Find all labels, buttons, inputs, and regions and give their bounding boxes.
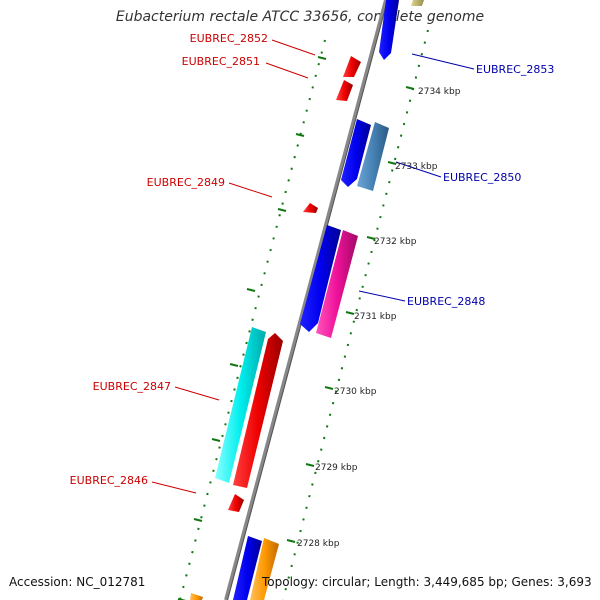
major-tick xyxy=(317,56,327,60)
major-tick xyxy=(177,598,187,600)
gene-label-eubrec-2851[interactable]: EUBREC_2851 xyxy=(182,55,260,68)
scale-label-2734: 2734 kbp xyxy=(418,87,461,97)
gene-bottom-left-orange xyxy=(190,593,203,600)
gene-label-eubrec-2853[interactable]: EUBREC_2853 xyxy=(476,63,554,76)
leader-eubrec-2853 xyxy=(411,53,475,70)
gene-eubrec-2853-arrow xyxy=(379,0,399,60)
gene-eubrec-2848-arrow xyxy=(300,225,341,332)
gene-eubrec-2851-arrow xyxy=(336,80,353,101)
inner-tick-track xyxy=(179,39,326,600)
major-tick xyxy=(295,133,305,137)
major-ticks xyxy=(177,56,415,600)
gene-bottom-blue-arrow xyxy=(233,536,262,600)
topology-text: Topology: circular; Length: 3,449,685 bp… xyxy=(262,575,592,589)
scale-label-2730: 2730 kbp xyxy=(334,387,377,397)
gene-eubrec-2847-arrow xyxy=(233,333,283,488)
major-tick xyxy=(366,236,376,240)
gene-eubrec-2850-block xyxy=(357,122,389,191)
leader-eubrec-2846 xyxy=(151,481,197,494)
major-tick xyxy=(286,539,296,543)
accession-text: Accession: NC_012781 xyxy=(9,575,146,589)
gene-eubrec-2847-block xyxy=(215,327,266,483)
gene-top-olive-block xyxy=(411,0,424,6)
leader-eubrec-2850 xyxy=(395,161,442,178)
scale-label-2729: 2729 kbp xyxy=(315,463,358,473)
leader-eubrec-2848 xyxy=(358,290,406,302)
gene-eubrec-2848-block xyxy=(316,230,358,338)
leader-eubrec-2851 xyxy=(265,62,309,79)
major-tick xyxy=(324,386,334,390)
scale-label-2731: 2731 kbp xyxy=(354,312,397,322)
gene-label-eubrec-2852[interactable]: EUBREC_2852 xyxy=(190,32,268,45)
gene-label-eubrec-2850[interactable]: EUBREC_2850 xyxy=(443,171,521,184)
scale-label-2732: 2732 kbp xyxy=(374,237,417,247)
major-tick xyxy=(211,438,221,442)
scale-label-2733: 2733 kbp xyxy=(395,162,438,172)
major-tick xyxy=(387,161,397,165)
scale-label-2728: 2728 kbp xyxy=(297,539,340,549)
gene-bottom-orange-block xyxy=(250,538,279,600)
leader-eubrec-2849 xyxy=(228,182,273,198)
major-tick xyxy=(229,363,239,367)
gene-eubrec-2849-arrow xyxy=(303,203,318,213)
major-tick xyxy=(193,518,203,522)
genome-backbone xyxy=(224,0,388,600)
gene-label-eubrec-2849[interactable]: EUBREC_2849 xyxy=(147,176,225,189)
gene-label-eubrec-2848[interactable]: EUBREC_2848 xyxy=(407,295,485,308)
major-tick xyxy=(405,86,415,90)
gene-eubrec-2852-arrow xyxy=(343,56,361,77)
leader-eubrec-2852 xyxy=(271,39,316,56)
gene-label-eubrec-2847[interactable]: EUBREC_2847 xyxy=(93,380,171,393)
major-tick xyxy=(246,288,256,292)
gene-label-eubrec-2846[interactable]: EUBREC_2846 xyxy=(70,474,148,487)
gene-eubrec-2846-arrow xyxy=(228,494,244,512)
major-tick xyxy=(277,208,287,212)
leader-eubrec-2847 xyxy=(174,386,220,401)
gene-eubrec-2850-arrow xyxy=(341,119,371,187)
major-tick xyxy=(305,463,315,467)
major-tick xyxy=(345,311,355,315)
